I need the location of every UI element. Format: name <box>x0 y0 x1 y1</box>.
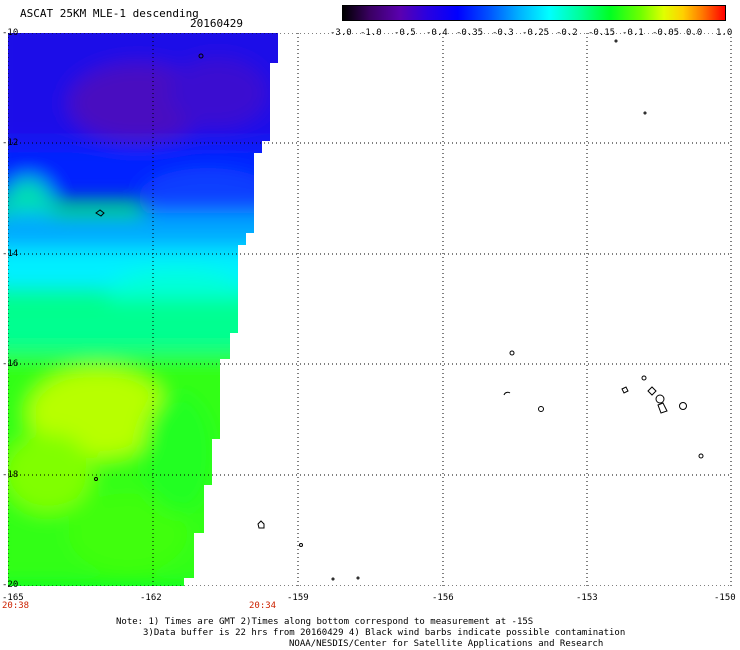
lon-label: -156 <box>432 593 454 603</box>
colorbar-label: 0.0 <box>686 28 703 38</box>
lon-label: -150 <box>714 593 736 603</box>
colorbar-label: -0.25 <box>522 28 550 38</box>
scatterometer-swath <box>8 33 278 586</box>
lon-label: -162 <box>140 593 162 603</box>
footnote-line: 3)Data buffer is 22 hrs from 20160429 4)… <box>143 628 626 638</box>
colorbar-label: -0.35 <box>456 28 484 38</box>
lat-label: -18 <box>2 470 19 480</box>
lat-label: -20 <box>2 580 19 590</box>
footnote-line: Note: 1) Times are GMT 2)Times along bot… <box>116 617 534 627</box>
map-canvas <box>8 33 732 586</box>
time-label: 20:38 <box>2 601 30 611</box>
time-label: 20:34 <box>249 601 277 611</box>
lat-label: -12 <box>2 138 19 148</box>
lon-label: -153 <box>576 593 598 603</box>
map-date: 20160429 <box>190 17 243 30</box>
lon-label: -159 <box>287 593 309 603</box>
colorbar <box>342 5 726 21</box>
colorbar-label: -0.2 <box>556 28 578 38</box>
footnote-credit: NOAA/NESDIS/Center for Satellite Applica… <box>289 639 604 649</box>
colorbar-label: -0.15 <box>588 28 616 38</box>
lat-label: -14 <box>2 249 19 259</box>
lat-lon-grid <box>8 33 732 586</box>
colorbar-label: -0.05 <box>652 28 680 38</box>
colorbar-label: -0.3 <box>492 28 514 38</box>
lon-label: -165 <box>2 593 24 603</box>
map-area <box>8 33 732 586</box>
island-outlines <box>94 39 704 581</box>
colorbar-label: -1.0 <box>360 28 382 38</box>
map-title: ASCAT 25KM MLE-1 descending <box>20 7 199 20</box>
lat-label: -10 <box>2 28 19 38</box>
lat-label: -16 <box>2 359 19 369</box>
